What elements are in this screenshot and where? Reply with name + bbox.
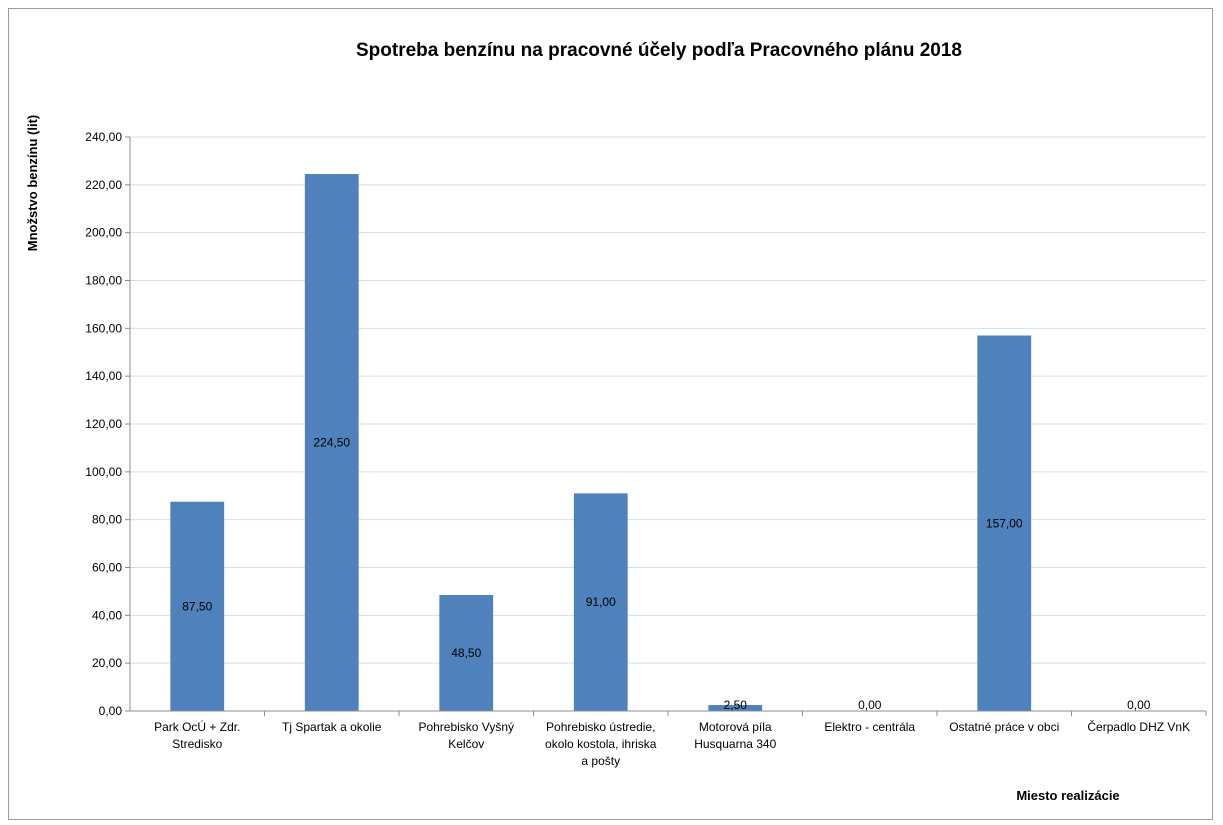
y-tick-label: 60,00: [92, 561, 122, 575]
category-label: Elektro - centrála: [824, 720, 915, 734]
data-label: 224,50: [313, 436, 350, 450]
y-tick-label: 100,00: [85, 465, 122, 479]
chart-frame: Spotreba benzínu na pracovné účely podľa…: [8, 8, 1213, 820]
bar: [170, 501, 225, 711]
gridlines: [130, 136, 1206, 664]
data-label: 91,00: [586, 595, 616, 609]
chart-title: Spotreba benzínu na pracovné účely podľa…: [356, 40, 962, 61]
bar: [573, 493, 628, 711]
data-label: 2,50: [724, 698, 748, 712]
data-label: 48,50: [451, 646, 481, 660]
y-tick-label: 220,00: [85, 178, 122, 192]
labels: 0,00 20,00 40,00 60,00 80,00 100,00 120,00 140,…: [85, 130, 1190, 768]
y-tick-label: 160,00: [85, 321, 122, 335]
category-label: Pohrebisko Vyšný Kelčov: [418, 720, 514, 751]
category-label: Čerpadlo DHZ VnK: [1087, 719, 1190, 734]
y-tick-label: 240,00: [85, 130, 122, 144]
bar-chart: Spotreba benzínu na pracovné účely podľa…: [25, 40, 1207, 803]
y-tick-label: 40,00: [92, 608, 122, 622]
y-tick-label: 0,00: [99, 704, 123, 718]
data-label: 87,50: [182, 599, 212, 613]
y-axis-title: Množstvo benzínu (lit): [25, 115, 40, 251]
data-label: 0,00: [858, 698, 882, 712]
y-tick-label: 140,00: [85, 369, 122, 383]
bar: [439, 595, 494, 711]
bars: [170, 174, 1032, 712]
x-axis-title: Miesto realizácie: [1016, 788, 1119, 803]
y-tick-label: 120,00: [85, 417, 122, 431]
bar: [708, 705, 763, 711]
y-tick-label: 80,00: [92, 513, 122, 527]
category-label: Tj Spartak a okolie: [282, 720, 382, 734]
category-label: Ostatné práce v obci: [949, 720, 1059, 734]
y-tick-label: 200,00: [85, 226, 122, 240]
data-label: 157,00: [986, 516, 1023, 530]
y-tick-label: 180,00: [85, 274, 122, 288]
bar: [304, 174, 359, 712]
category-label: Motorová píla Husquarna 340: [694, 720, 776, 751]
axes: [125, 136, 1207, 716]
data-label: 0,00: [1127, 698, 1151, 712]
category-label: Park OcÚ + Zdr. Stredisko: [154, 719, 240, 751]
category-label: Pohrebisko ústredie, okolo kostola, ihris…: [545, 720, 657, 768]
y-tick-label: 20,00: [92, 656, 122, 670]
bar: [977, 335, 1032, 711]
